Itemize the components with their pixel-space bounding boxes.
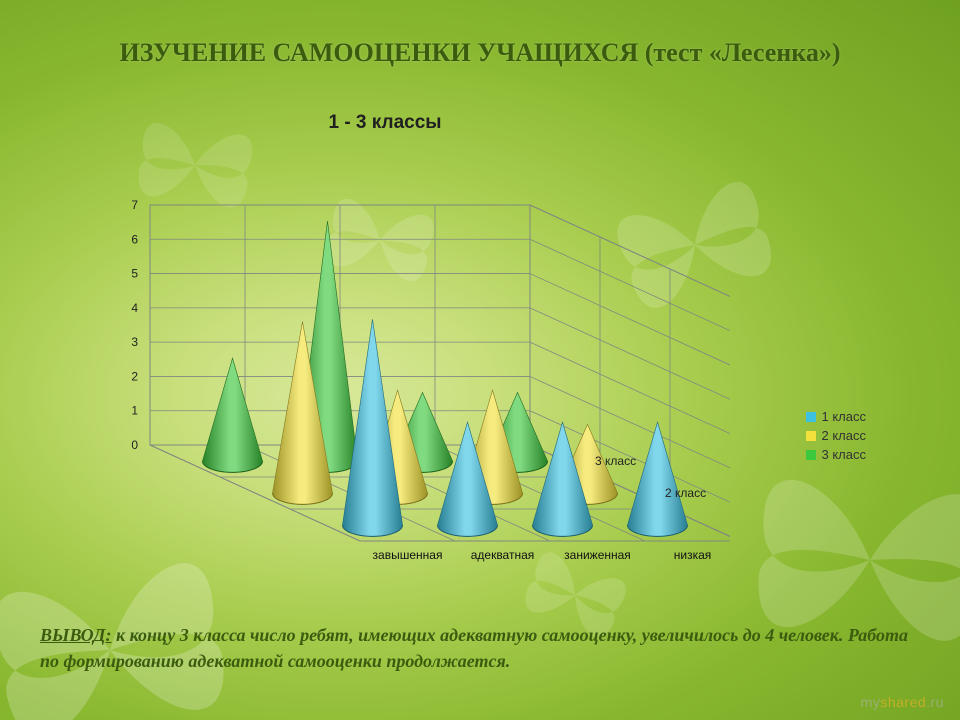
svg-text:4: 4 [131, 301, 138, 315]
chart-title: 1 - 3 классы [0, 112, 770, 134]
svg-text:2: 2 [131, 369, 138, 383]
svg-text:завышеннаясамооценка: завышеннаясамооценка [373, 548, 443, 565]
conclusion-text: к концу 3 класса число ребят, имеющих ад… [40, 625, 908, 671]
svg-text:3: 3 [131, 335, 138, 349]
legend-label: 1 класс [822, 409, 867, 424]
watermark-accent: shared [880, 694, 926, 710]
chart-area: 0 1 2 3 4 5 6 7 завышеннаясамооценка адекватнаяса… [70, 145, 890, 565]
legend-label: 2 класс [822, 428, 867, 443]
watermark-post: .ru [926, 694, 944, 710]
category-labels: завышеннаясамооценка адекватнаясамооценка… [373, 548, 727, 565]
page-title: ИЗУЧЕНИЕ САМООЦЕНКИ УЧАЩИХСЯ (тест «Лесе… [40, 38, 920, 68]
cone [203, 358, 263, 472]
svg-text:низкаясамооценка: низкаясамооценка [659, 548, 726, 565]
legend-swatch [806, 431, 816, 441]
legend-swatch [806, 412, 816, 422]
cone [628, 422, 688, 536]
legend-label: 3 класс [822, 447, 867, 462]
legend-item: 2 класс [806, 428, 867, 443]
svg-text:6: 6 [131, 232, 138, 246]
legend-swatch [806, 450, 816, 460]
legend-item: 1 класс [806, 409, 867, 424]
conclusion: ВЫВОД: к концу 3 класса число ребят, име… [40, 622, 920, 674]
watermark: myshared.ru [861, 694, 944, 710]
svg-text:1: 1 [131, 404, 138, 418]
svg-text:5: 5 [131, 267, 138, 281]
conclusion-lead: ВЫВОД: [40, 625, 111, 645]
svg-text:адекватнаясамооценка: адекватнаясамооценка [469, 548, 536, 565]
slide: ИЗУЧЕНИЕ САМООЦЕНКИ УЧАЩИХСЯ (тест «Лесе… [0, 0, 960, 720]
svg-text:заниженнаясамооценка: заниженнаясамооценка [564, 548, 631, 565]
svg-text:3 класс: 3 класс [595, 454, 636, 468]
cones [203, 221, 688, 536]
legend: 1 класс 2 класс 3 класс [806, 405, 867, 466]
svg-text:7: 7 [131, 198, 138, 212]
cone-chart: 0 1 2 3 4 5 6 7 завышеннаясамооценка адекватнаяса… [70, 145, 730, 565]
watermark-pre: my [861, 694, 881, 710]
svg-text:2 класс: 2 класс [665, 486, 706, 500]
legend-item: 3 класс [806, 447, 867, 462]
svg-text:0: 0 [131, 438, 138, 452]
